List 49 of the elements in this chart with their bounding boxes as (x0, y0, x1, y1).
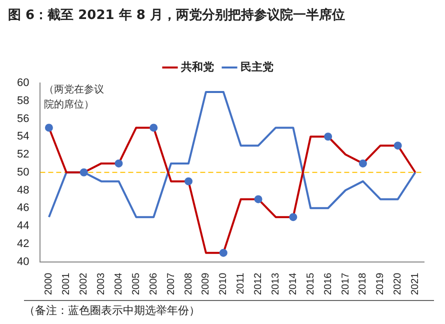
x-tick-label: 2015 (305, 272, 316, 296)
x-tick-label: 2004 (113, 272, 124, 296)
x-tick-label: 2013 (270, 272, 282, 296)
point (219, 248, 228, 257)
x-tick-label: 2001 (61, 272, 72, 296)
annotation: （两党在参议院的席位） (44, 84, 104, 111)
text: （备注：蓝色圈表示中期选举年份） (24, 300, 434, 318)
x-tick-label: 2000 (44, 272, 55, 296)
y-tick-label: 46 (16, 202, 30, 214)
x-tick-label: 2011 (236, 272, 247, 294)
point (394, 142, 402, 150)
x-tick-label: 2021 (410, 272, 422, 296)
y-tick-label: 58 (16, 94, 30, 107)
point (44, 124, 53, 132)
y-tick-label: 40 (16, 256, 30, 268)
x-tick-label: 2016 (322, 272, 334, 296)
y-tick-label: 56 (16, 112, 30, 125)
x-tick-label: 2010 (218, 272, 230, 296)
x-tick-label: 2007 (166, 272, 177, 296)
x-tick-label: 2012 (253, 272, 264, 296)
x-tick-label: 2008 (183, 272, 194, 296)
x-tick-label: 2002 (78, 272, 90, 296)
y-tick-label: 60 (16, 77, 30, 90)
legend-label: 共和党 (180, 60, 214, 74)
point (254, 195, 262, 204)
x-tick-label: 2006 (148, 272, 160, 296)
point (358, 159, 367, 168)
y-tick-label: 42 (16, 238, 30, 250)
legend-label: 民主党 (240, 60, 274, 74)
x-tick-label: 2005 (130, 272, 142, 296)
x-tick-label: 2019 (375, 272, 386, 296)
x-tick-label: 2020 (392, 272, 404, 296)
point (150, 124, 158, 132)
chart-title: 图 6：截至 2021 年 8 月，两党分别把持参议院一半席位 (8, 6, 345, 24)
point (289, 213, 298, 222)
x-tick-label: 2003 (96, 272, 108, 296)
point (114, 159, 123, 168)
x-tick-label: 2018 (358, 272, 369, 296)
point (80, 168, 88, 176)
y-tick-label: 54 (16, 130, 30, 143)
y-tick-label: 48 (16, 184, 30, 196)
x-tick-label: 2009 (200, 272, 212, 296)
point (184, 177, 193, 186)
y-tick-label: 44 (16, 220, 30, 232)
y-tick-label: 50 (16, 166, 30, 178)
y-tick-label: 52 (16, 148, 30, 161)
point (324, 132, 332, 141)
x-tick-label: 2014 (288, 272, 299, 296)
x-tick-label: 2017 (340, 272, 352, 296)
